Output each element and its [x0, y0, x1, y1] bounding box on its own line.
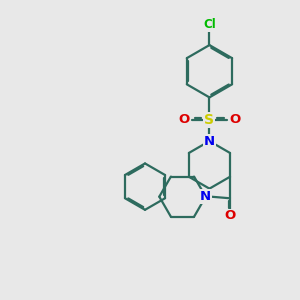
- Text: O: O: [230, 113, 241, 126]
- Text: N: N: [200, 190, 211, 203]
- Text: S: S: [204, 113, 214, 127]
- Text: O: O: [224, 209, 236, 223]
- Text: N: N: [204, 135, 215, 148]
- Text: S: S: [204, 113, 214, 127]
- Text: Cl: Cl: [203, 18, 216, 31]
- Text: N: N: [200, 190, 211, 203]
- Text: O: O: [230, 113, 241, 126]
- Text: N: N: [204, 135, 215, 148]
- Text: O: O: [178, 113, 189, 126]
- Text: Cl: Cl: [203, 18, 216, 31]
- Text: O: O: [178, 113, 189, 126]
- Text: O: O: [224, 209, 236, 223]
